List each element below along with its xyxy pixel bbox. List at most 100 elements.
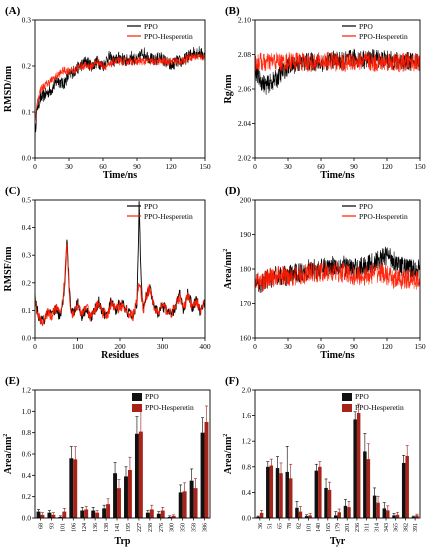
y-tick-label: 180 bbox=[240, 265, 252, 274]
bar-ppo bbox=[256, 516, 260, 518]
y-tick-label: 1.0 bbox=[22, 407, 32, 416]
x-tick-label: 93 bbox=[49, 523, 55, 529]
y-tick-label: 0.0 bbox=[22, 514, 32, 523]
x-tick-label: 0 bbox=[33, 342, 37, 351]
bar-ppo bbox=[353, 419, 357, 518]
y-axis-title-superscript: 2 bbox=[223, 434, 229, 437]
chart-panel-e: 68 93 101 106 124 136 138 141 195 227 238 276 300 350… bbox=[3, 375, 211, 547]
bar-ppo-hesperetin bbox=[138, 431, 143, 518]
x-tick-label: 200 bbox=[114, 342, 126, 351]
chart-panel-b: 0 30 60 90 120 150 (B) 2.02 2.04 2.06 2.08 2.10 Rg/n… bbox=[223, 5, 426, 181]
y-tick-label: 2.0 bbox=[242, 386, 252, 395]
x-tick-label: 136 bbox=[93, 523, 99, 532]
bar-ppo-hesperetin bbox=[347, 507, 351, 518]
x-tick-label: 400 bbox=[199, 342, 211, 351]
bar-ppo bbox=[167, 516, 172, 518]
bar-ppo bbox=[156, 513, 161, 518]
bar-ppo bbox=[392, 515, 396, 518]
y-tick-label: 2.10 bbox=[238, 16, 251, 25]
bar-ppo-hesperetin bbox=[366, 459, 371, 518]
x-tick-label: 78 bbox=[287, 523, 293, 529]
x-tick-label: 238 bbox=[148, 523, 154, 532]
legend-swatch bbox=[342, 393, 352, 401]
legend-label: PPO-Hesperetin bbox=[144, 212, 193, 221]
legend-label: PPO-Hesperetin bbox=[359, 32, 408, 41]
series-line-ppo-hesperetin bbox=[255, 51, 420, 73]
bar-ppo bbox=[382, 508, 387, 518]
bar-ppo-hesperetin bbox=[73, 459, 78, 518]
x-tick-label: 382 bbox=[403, 523, 409, 532]
bar-ppo-hesperetin bbox=[405, 455, 409, 518]
y-tick-label: 0.4 bbox=[22, 223, 32, 232]
bar-ppo bbox=[275, 468, 280, 518]
bar-ppo-hesperetin bbox=[106, 504, 111, 518]
legend-label: PPO-Hesperetin bbox=[144, 32, 193, 41]
bar-ppo-hesperetin bbox=[160, 510, 165, 518]
bar-ppo bbox=[36, 511, 41, 518]
x-tick-label: 150 bbox=[199, 162, 211, 171]
x-tick-label: 201 bbox=[345, 523, 351, 532]
bar-ppo-hesperetin bbox=[127, 470, 132, 518]
chart-panel-a: 0 30 60 90 120 150 (A) 0.0 0.1 0.2 0.3 RMSD/nm Time/… bbox=[3, 5, 211, 181]
legend-label: PPO bbox=[359, 202, 373, 211]
bar-ppo-hesperetin bbox=[182, 491, 187, 518]
bar-ppo bbox=[285, 471, 289, 518]
x-tick-label: 141 bbox=[115, 523, 121, 532]
bar-ppo bbox=[134, 433, 139, 518]
bar-ppo-hesperetin bbox=[279, 473, 283, 518]
x-tick-label: 138 bbox=[104, 523, 110, 532]
x-tick-label: 311 bbox=[365, 523, 371, 532]
y-axis-title-superscript: 2 bbox=[223, 249, 229, 252]
bar-ppo bbox=[124, 476, 128, 518]
x-tick-label: 36 bbox=[258, 523, 264, 529]
x-tick-label: 90 bbox=[350, 162, 358, 171]
legend-label: PPO bbox=[144, 202, 158, 211]
legend-swatch bbox=[132, 393, 142, 401]
legend-swatch bbox=[342, 404, 352, 412]
x-tick-label: 30 bbox=[284, 342, 292, 351]
x-axis-title: Residues bbox=[101, 350, 139, 361]
legend-swatch bbox=[132, 404, 142, 412]
x-tick-label: 106 bbox=[71, 523, 77, 532]
x-tick-label: 150 bbox=[414, 162, 426, 171]
y-tick-label: 0.3 bbox=[22, 16, 32, 25]
bar-ppo bbox=[334, 515, 338, 518]
bar-ppo-hesperetin bbox=[171, 515, 176, 518]
x-tick-label: 0 bbox=[253, 162, 257, 171]
bar-ppo bbox=[411, 516, 416, 518]
y-axis-title: Area/nm2 bbox=[3, 434, 14, 475]
x-tick-label: 179 bbox=[336, 523, 342, 532]
x-tick-label: 60 bbox=[317, 342, 325, 351]
bar-ppo-hesperetin bbox=[95, 512, 100, 518]
bar-ppo-hesperetin bbox=[376, 502, 380, 518]
bar-ppo-hesperetin bbox=[318, 466, 322, 518]
bar-ppo bbox=[178, 492, 183, 518]
x-tick-label: 51 bbox=[268, 523, 274, 529]
x-tick-label: 100 bbox=[72, 342, 84, 351]
x-tick-label: 314 bbox=[374, 523, 380, 532]
panel-label: (D) bbox=[225, 185, 241, 197]
bar-ppo bbox=[102, 508, 107, 518]
plot-frame bbox=[34, 199, 206, 339]
legend-label: PPO-Hesperetin bbox=[359, 212, 408, 221]
x-tick-label: 0 bbox=[33, 162, 37, 171]
bar-ppo bbox=[113, 473, 118, 518]
y-tick-label: 0.2 bbox=[22, 492, 32, 501]
bar-ppo-hesperetin bbox=[62, 511, 67, 518]
bar-ppo-hesperetin bbox=[193, 488, 198, 518]
x-tick-label: 90 bbox=[350, 342, 358, 351]
x-axis-title: Trp bbox=[115, 536, 131, 547]
y-axis-title: Area/nm2 bbox=[223, 249, 234, 290]
x-tick-label: 140 bbox=[316, 523, 322, 532]
y-tick-label: 0.5 bbox=[22, 196, 32, 205]
x-tick-label: 300 bbox=[170, 523, 176, 532]
x-tick-label: 365 bbox=[394, 523, 400, 532]
bar-ppo-hesperetin bbox=[308, 515, 312, 518]
y-axis-title: Rg/nm bbox=[223, 74, 234, 104]
y-tick-label: 2.04 bbox=[238, 119, 251, 128]
bar-ppo-hesperetin bbox=[298, 511, 303, 518]
bar-ppo-hesperetin bbox=[51, 514, 56, 518]
x-tick-label: 391 bbox=[413, 523, 419, 532]
bar-ppo-hesperetin bbox=[415, 515, 419, 518]
